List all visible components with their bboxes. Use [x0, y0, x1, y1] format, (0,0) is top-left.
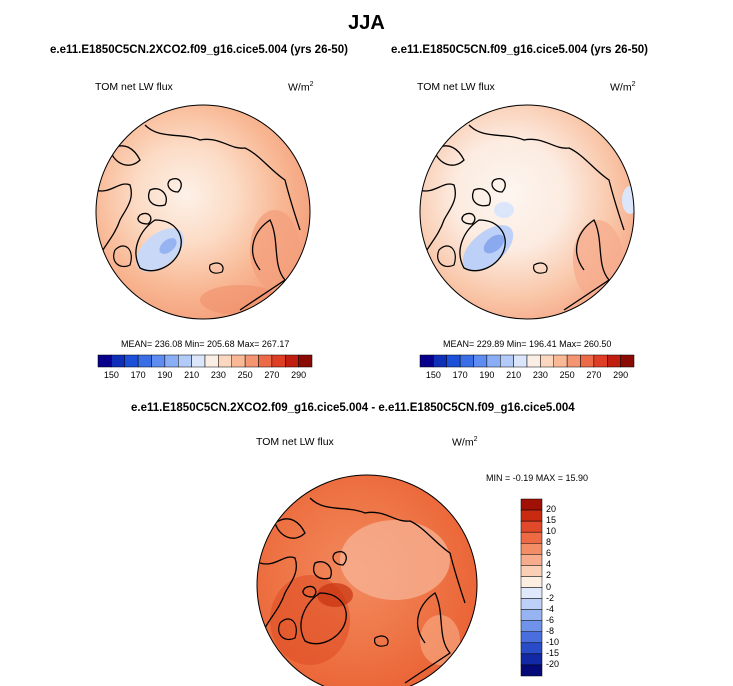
- panel1-colorbar-swatch: [151, 354, 166, 368]
- diff-colorbar-swatch: [520, 498, 543, 511]
- panel2-colorbar-swatch: [500, 354, 514, 368]
- season-title: JJA: [348, 12, 385, 34]
- diff-colorbar-swatch: [520, 598, 543, 610]
- panel1-colorbar-swatch: [258, 354, 273, 368]
- diff-colorbar-tick: 2: [546, 570, 552, 581]
- diff-colorbar-tick: 20: [546, 504, 557, 515]
- panel1-case-title: e.e11.E1850C5CN.2XCO2.f09_g16.cice5.004 …: [50, 44, 348, 56]
- panel2-map: [419, 104, 635, 320]
- panel1-colorbar-tick: 190: [157, 370, 173, 380]
- panel2-colorbar-tick: 250: [559, 370, 575, 380]
- diff-colorbar-tick: 0: [546, 581, 552, 592]
- diff-colorbar-tick: 4: [546, 559, 552, 570]
- panel1-colorbar-tick: 290: [291, 370, 307, 380]
- panel2-colorbar-swatch: [553, 354, 568, 368]
- panel1-colorbar-swatch: [191, 354, 206, 368]
- diff-colorbar-tick: 8: [546, 537, 552, 548]
- panel2-colorbar-swatch: [540, 354, 554, 368]
- panel1-colorbar-tick: 210: [184, 370, 200, 380]
- panel1-colorbar-tick: 170: [130, 370, 146, 380]
- diff-colorbar-swatch: [520, 631, 543, 644]
- diff-variable-label: TOM net LW flux: [256, 436, 334, 448]
- diff-colorbar-tick: -4: [546, 603, 555, 614]
- panel2-colorbar-tick: 170: [452, 370, 468, 380]
- panel2-colorbar-tick: 150: [425, 370, 441, 380]
- panel2-units: W/m2: [610, 81, 636, 94]
- diff-colorbar-tick: 6: [546, 548, 552, 559]
- panel1-colorbar-swatch: [178, 354, 192, 368]
- panel1-colorbar-swatch: [298, 354, 313, 368]
- panel2-colorbar-swatch: [566, 354, 581, 368]
- diff-colorbar-tick: -2: [546, 592, 555, 603]
- panel2-colorbar-swatch: [580, 354, 595, 368]
- diff-colorbar-tick: 10: [546, 526, 557, 537]
- diff-colorbar-tick: -8: [546, 625, 555, 636]
- panel1-colorbar-tick: 250: [237, 370, 253, 380]
- panel2-colorbar-swatch: [459, 354, 474, 368]
- diff-colorbar-swatch: [520, 664, 543, 677]
- diff-colorbar-swatch: [520, 620, 543, 632]
- panel1-stats: MEAN= 236.08 Min= 205.68 Max= 267.17: [121, 339, 290, 349]
- diff-colorbar: [520, 498, 543, 677]
- panel1-colorbar-swatch: [285, 354, 299, 368]
- panel2-colorbar-tick: 190: [479, 370, 495, 380]
- panel2-colorbar-swatch: [620, 354, 635, 368]
- panel2-colorbar-swatch: [526, 354, 541, 368]
- panel2-colorbar-swatch: [473, 354, 488, 368]
- diff-colorbar-tick: -10: [546, 636, 560, 647]
- panel1-colorbar-tick: 230: [210, 370, 226, 380]
- panel1-colorbar-swatch: [271, 354, 286, 368]
- panel1-colorbar-swatch: [164, 354, 179, 368]
- panel2-case-title: e.e11.E1850C5CN.f09_g16.cice5.004 (yrs 2…: [391, 44, 649, 56]
- diff-colorbar-tick: 15: [546, 515, 557, 526]
- panel1-colorbar-tick: 150: [103, 370, 119, 380]
- panel2-colorbar-tick: 230: [532, 370, 548, 380]
- panel1-variable-label: TOM net LW flux: [95, 81, 173, 93]
- diff-case-title: e.e11.E1850C5CN.2XCO2.f09_g16.cice5.004 …: [131, 402, 575, 414]
- panel1-colorbar-swatch: [204, 354, 219, 368]
- panel2-colorbar-swatch: [446, 354, 461, 368]
- panel2-stats: MEAN= 229.89 Min= 196.41 Max= 260.50: [443, 339, 612, 349]
- panel1-units: W/m2: [288, 81, 314, 94]
- diff-stats: MIN = -0.19 MAX = 15.90: [486, 473, 589, 483]
- diff-colorbar-swatch: [520, 520, 543, 533]
- diff-colorbar-swatch: [520, 531, 543, 544]
- panel1-map: [95, 104, 311, 320]
- diff-colorbar-swatch: [520, 576, 543, 588]
- panel2-variable-label: TOM net LW flux: [417, 81, 495, 93]
- diff-colorbar-swatch: [520, 653, 543, 666]
- panel2-colorbar-swatch: [513, 354, 528, 368]
- diff-colorbar-swatch: [520, 543, 543, 555]
- panel1-colorbar: [97, 354, 313, 368]
- panel1-colorbar-swatch: [218, 354, 232, 368]
- panel1-colorbar-swatch: [97, 354, 112, 368]
- panel1-colorbar-tick: 270: [264, 370, 280, 380]
- panel2-colorbar: [419, 354, 635, 368]
- diff-colorbar-tick: -15: [546, 647, 560, 658]
- panel2-colorbar-swatch: [593, 354, 608, 368]
- panel2-colorbar-swatch: [433, 354, 447, 368]
- panel2-colorbar-tick: 270: [586, 370, 602, 380]
- panel2-colorbar-swatch: [486, 354, 501, 368]
- diff-colorbar-swatch: [520, 642, 543, 655]
- diff-colorbar-swatch: [520, 565, 543, 577]
- panel2-colorbar-tick: 210: [506, 370, 522, 380]
- panel2-colorbar-swatch: [419, 354, 434, 368]
- diff-colorbar-swatch: [520, 587, 543, 599]
- panel1-colorbar-swatch: [244, 354, 259, 368]
- panel1-colorbar-swatch: [111, 354, 125, 368]
- diff-colorbar-swatch: [520, 554, 543, 566]
- panel2-colorbar-tick: 290: [613, 370, 629, 380]
- panel1-colorbar-swatch: [231, 354, 246, 368]
- panel2-colorbar-swatch: [607, 354, 621, 368]
- panel1-colorbar-swatch: [137, 354, 152, 368]
- diff-colorbar-swatch: [520, 509, 543, 522]
- diff-colorbar-swatch: [520, 609, 543, 621]
- diff-units: W/m2: [452, 436, 478, 449]
- diff-colorbar-tick: -6: [546, 614, 555, 625]
- diff-colorbar-tick: -20: [546, 658, 560, 669]
- diff-map: [256, 474, 478, 686]
- panel1-colorbar-swatch: [124, 354, 139, 368]
